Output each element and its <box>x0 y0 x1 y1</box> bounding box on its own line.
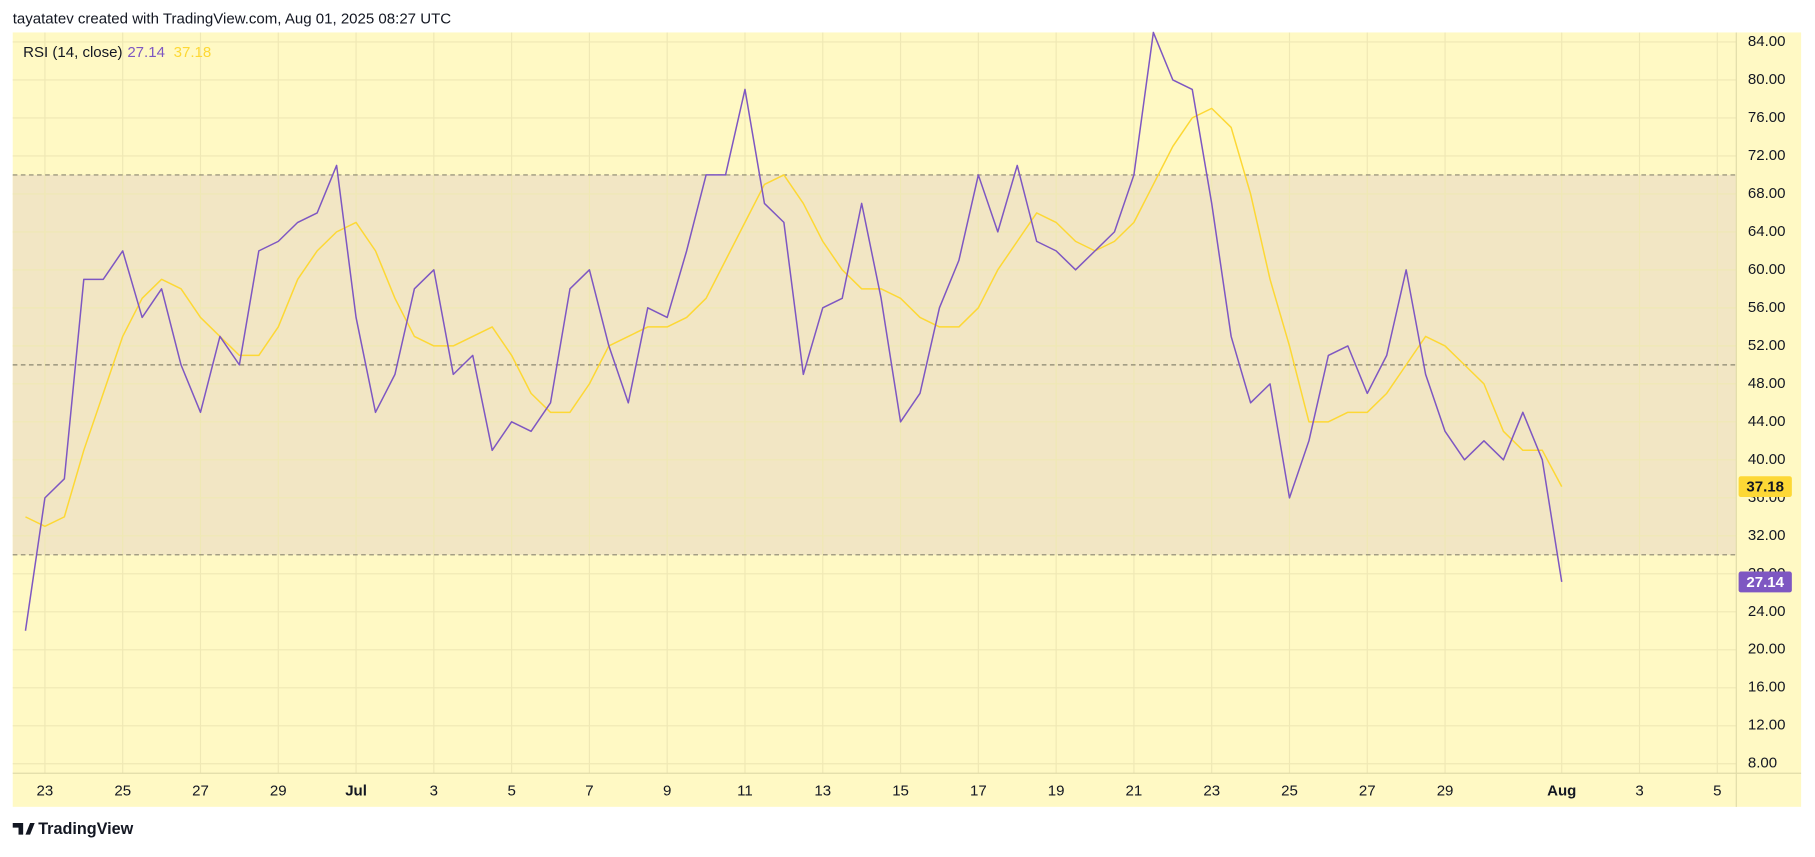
y-tick-label: 8.00 <box>1748 755 1777 772</box>
x-tick-label: 3 <box>430 783 438 800</box>
y-tick-label: 32.00 <box>1748 527 1786 544</box>
logo-icon <box>12 823 35 835</box>
y-tick-label: 52.00 <box>1748 337 1786 354</box>
footer-text: TradingView <box>38 820 133 838</box>
y-tick-label: 16.00 <box>1748 679 1786 696</box>
x-tick-label: Aug <box>1547 783 1576 800</box>
legend-value: 27.14 <box>127 44 165 61</box>
x-tick-label: 25 <box>1281 783 1298 800</box>
last-value-label: 37.18 <box>1746 479 1784 496</box>
y-tick-label: 44.00 <box>1748 413 1786 430</box>
y-tick-label: 80.00 <box>1748 71 1786 88</box>
x-tick-label: Jul <box>345 783 367 800</box>
y-axis-area <box>1736 32 1802 774</box>
last-value-badge <box>1738 476 1792 498</box>
y-tick-label: 64.00 <box>1748 223 1786 240</box>
x-tick-label: 5 <box>507 783 515 800</box>
y-tick-label: 60.00 <box>1748 261 1786 278</box>
x-tick-label: 17 <box>970 783 987 800</box>
x-tick-label: 23 <box>1203 783 1220 800</box>
y-tick-label: 56.00 <box>1748 299 1786 316</box>
y-tick-label: 72.00 <box>1748 147 1786 164</box>
last-value-label: 27.14 <box>1746 574 1784 591</box>
header-text: tayatatev created with TradingView.com, … <box>13 11 452 28</box>
series-line <box>25 107 1563 528</box>
y-tick-label: 12.00 <box>1748 717 1786 734</box>
x-tick-label: 27 <box>1359 783 1376 800</box>
x-tick-label: 25 <box>114 783 131 800</box>
y-tick-label: 24.00 <box>1748 603 1786 620</box>
series-line <box>24 31 1563 631</box>
x-tick-label: 11 <box>737 783 753 800</box>
x-tick-label: 23 <box>37 783 54 800</box>
x-tick-label: 29 <box>1437 783 1454 800</box>
x-tick-label: 5 <box>1713 783 1721 800</box>
labels: 8.0012.0016.0020.0024.0028.0032.0036.004… <box>37 33 1792 800</box>
x-tick-label: 27 <box>192 783 209 800</box>
y-tick-label: 68.00 <box>1748 185 1786 202</box>
x-tick-label: 13 <box>814 783 831 800</box>
legend-value: 37.18 <box>174 44 212 61</box>
y-tick-label: 20.00 <box>1748 641 1786 658</box>
y-tick-label: 84.00 <box>1748 33 1786 50</box>
legend-title: RSI (14, close) <box>23 44 122 61</box>
marks <box>24 31 1563 631</box>
y-tick-label: 76.00 <box>1748 109 1786 126</box>
x-tick-label: 9 <box>663 783 671 800</box>
x-tick-label: 7 <box>585 783 593 800</box>
x-tick-label: 3 <box>1635 783 1643 800</box>
grid <box>12 32 1737 774</box>
x-tick-label: 29 <box>270 783 287 800</box>
y-tick-label: 40.00 <box>1748 451 1786 468</box>
x-tick-label: 19 <box>1048 783 1065 800</box>
y-tick-label: 48.00 <box>1748 375 1786 392</box>
x-tick-label: 15 <box>892 783 909 800</box>
last-value-badge <box>1738 571 1792 593</box>
x-axis-area <box>12 773 1802 807</box>
tradingview-logo: TradingView <box>12 820 134 838</box>
x-tick-label: 21 <box>1126 783 1143 800</box>
